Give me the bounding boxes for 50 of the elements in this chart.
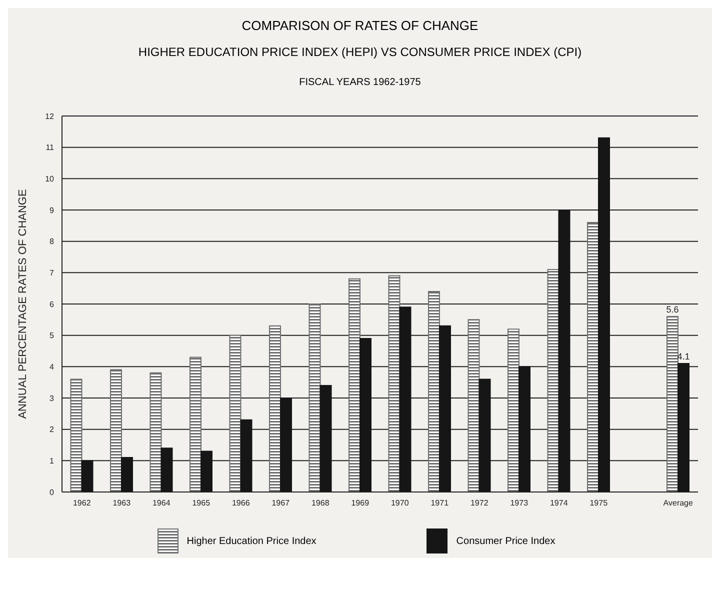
x-tick-label: 1970 [390, 498, 410, 508]
x-tick-label: 1968 [311, 498, 330, 508]
x-tick-label: 1963 [112, 498, 132, 508]
bar [388, 275, 400, 492]
x-tick-label: Average [663, 498, 694, 508]
y-tick-label: 10 [45, 174, 55, 184]
bar [586, 222, 599, 492]
y-tick-label: 5 [50, 331, 55, 340]
chart-title: COMPARISON OF RATES OF CHANGE [240, 17, 480, 33]
x-tick-label: 1975 [590, 498, 608, 508]
y-tick-label: 6 [50, 300, 55, 309]
x-tick-label: 1974 [550, 498, 568, 508]
bar [70, 378, 82, 492]
bar [229, 334, 242, 492]
x-tick-label: 1972 [470, 498, 489, 508]
bar [507, 328, 520, 492]
y-tick-label: 7 [50, 268, 55, 278]
x-tick-label: 1966 [232, 498, 250, 508]
y-axis-title: ANNUAL PERCENTAGE RATES OF CHANGE [16, 189, 29, 419]
x-tick-label: 1969 [351, 498, 370, 508]
y-tick-label: 8 [50, 237, 55, 246]
bar [348, 278, 360, 492]
x-tick-label: 1962 [72, 498, 92, 508]
y-tick-label: 3 [50, 394, 55, 403]
x-tick-label: 1971 [430, 498, 450, 508]
x-tick-label: 1965 [192, 498, 211, 508]
bar [308, 304, 321, 492]
bar [468, 319, 480, 492]
y-tick-label: 9 [50, 206, 55, 215]
y-tick-label: 11 [46, 143, 55, 152]
y-tick-label: 1 [50, 456, 55, 466]
y-tick-label: 2 [50, 425, 55, 434]
text: FISCAL YEARS 1962-1975 [298, 77, 422, 88]
chart-subtitle: HIGHER EDUCATION PRICE INDEX (HEPI) VS CONSUMER PRICE INDEX (CPI) [137, 45, 583, 59]
bar [428, 290, 440, 492]
x-tick-label: 1973 [510, 498, 529, 508]
bar [150, 372, 162, 492]
y-tick-label: 4 [50, 362, 55, 372]
bar [268, 325, 281, 492]
bar [547, 269, 560, 492]
bar [666, 316, 678, 492]
y-tick-label: 12 [45, 112, 55, 121]
y-tick-label: 0 [50, 488, 55, 497]
bar [189, 356, 202, 492]
x-tick-label: 1964 [152, 498, 171, 508]
x-tick-label: 1967 [272, 498, 290, 508]
bar [110, 369, 122, 492]
data-label: 5.6 [666, 304, 679, 315]
legend-label: Consumer Price Index [456, 536, 556, 546]
legend-label: Higher Education Price Index [186, 536, 316, 546]
